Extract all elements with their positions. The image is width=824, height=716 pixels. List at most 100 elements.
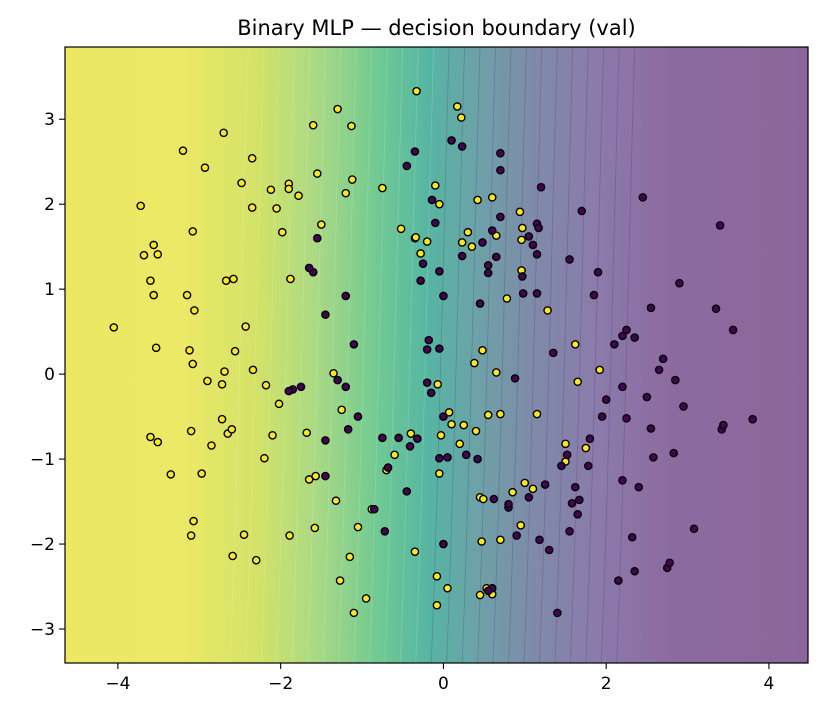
data-point-class-0	[405, 442, 415, 451]
data-point-class-1	[496, 535, 505, 545]
data-point-class-0	[567, 498, 577, 508]
data-point-class-0	[618, 382, 627, 392]
data-point-class-0	[483, 586, 493, 596]
x-tick-label: 2	[601, 674, 612, 694]
data-point-class-1	[516, 521, 526, 530]
data-point-class-1	[496, 409, 505, 419]
data-point-class-1	[185, 346, 194, 355]
data-point-class-1	[146, 432, 155, 442]
data-point-class-1	[459, 420, 469, 430]
data-point-class-0	[614, 576, 623, 585]
y-tick-label: −3	[30, 620, 55, 640]
data-point-class-1	[447, 419, 456, 429]
x-tick-label: 0	[438, 674, 449, 694]
data-point-class-1	[345, 552, 355, 562]
data-point-class-0	[410, 147, 420, 156]
data-point-class-1	[353, 522, 363, 532]
data-point-class-0	[439, 412, 448, 421]
data-point-class-1	[412, 86, 421, 96]
data-point-class-1	[268, 430, 277, 440]
data-point-class-1	[219, 128, 228, 138]
data-point-class-0	[532, 289, 542, 298]
chart-title: Binary MLP — decision boundary (val)	[237, 16, 635, 40]
data-point-class-0	[321, 436, 330, 445]
data-point-class-0	[378, 433, 387, 443]
data-point-class-0	[304, 263, 314, 273]
data-point-class-1	[153, 250, 163, 259]
data-point-class-1	[581, 443, 591, 453]
contour-line	[260, 47, 280, 663]
data-points	[109, 86, 757, 618]
data-point-class-0	[418, 259, 428, 268]
data-point-class-0	[658, 354, 668, 364]
data-point-class-0	[565, 255, 574, 264]
data-point-class-1	[467, 242, 477, 251]
data-point-class-1	[266, 185, 276, 195]
data-point-class-0	[435, 453, 444, 463]
data-point-class-0	[349, 340, 359, 349]
x-tick-label: −4	[105, 674, 130, 694]
plot-frame	[64, 46, 809, 664]
data-point-class-1	[197, 469, 207, 478]
y-tick-label: 2	[44, 195, 55, 215]
data-point-class-1	[261, 380, 271, 390]
contour-line	[569, 47, 589, 663]
data-point-class-0	[427, 195, 437, 205]
data-point-class-0	[447, 136, 456, 145]
data-point-class-1	[149, 290, 159, 300]
data-point-class-1	[302, 428, 311, 438]
data-point-class-1	[239, 530, 249, 540]
data-point-class-0	[630, 566, 639, 576]
data-point-class-1	[406, 429, 416, 438]
data-point-class-1	[335, 576, 345, 585]
contour-line	[307, 47, 326, 663]
data-point-class-0	[665, 558, 674, 568]
data-point-class-1	[341, 188, 351, 198]
data-point-class-0	[638, 193, 648, 202]
data-point-class-1	[515, 207, 525, 217]
data-point-class-0	[353, 412, 363, 421]
data-point-class-1	[396, 224, 406, 234]
data-point-class-0	[402, 161, 412, 171]
data-point-class-0	[649, 453, 658, 462]
y-tick-label: 1	[44, 280, 55, 300]
data-point-class-0	[689, 524, 699, 534]
data-point-class-1	[463, 227, 473, 237]
data-point-class-1	[188, 227, 198, 236]
data-point-class-1	[378, 183, 387, 193]
y-tick-label: −2	[30, 535, 55, 555]
x-tick-label: −2	[268, 674, 293, 694]
data-point-class-1	[457, 238, 467, 247]
data-point-class-1	[311, 471, 320, 481]
data-point-class-1	[543, 306, 552, 315]
data-point-class-0	[424, 335, 434, 345]
contour-line	[461, 47, 481, 663]
data-point-class-1	[573, 377, 582, 387]
data-point-class-1	[136, 201, 145, 211]
data-point-class-0	[570, 482, 580, 492]
data-point-class-0	[475, 299, 485, 308]
data-point-class-0	[715, 221, 725, 230]
data-point-class-1	[452, 102, 462, 111]
data-point-class-0	[553, 608, 562, 618]
data-point-class-1	[221, 276, 231, 285]
data-point-class-1	[304, 475, 314, 484]
data-point-class-0	[312, 233, 322, 243]
data-point-class-1	[230, 346, 240, 356]
x-axis: −4 −2 0 2 4	[105, 663, 774, 694]
data-point-class-0	[573, 510, 582, 519]
data-point-class-0	[483, 268, 493, 278]
data-point-class-0	[422, 378, 432, 387]
data-point-class-0	[622, 413, 631, 423]
data-point-class-0	[534, 223, 543, 233]
data-point-class-0	[518, 272, 527, 281]
data-point-class-0	[634, 482, 644, 492]
data-point-class-1	[186, 426, 196, 436]
data-point-class-0	[627, 532, 637, 542]
data-point-class-1	[347, 121, 356, 131]
data-point-class-1	[274, 399, 284, 409]
data-point-class-1	[532, 409, 542, 419]
data-point-class-1	[186, 531, 196, 540]
data-point-class-0	[548, 348, 558, 358]
data-point-class-0	[439, 291, 448, 301]
